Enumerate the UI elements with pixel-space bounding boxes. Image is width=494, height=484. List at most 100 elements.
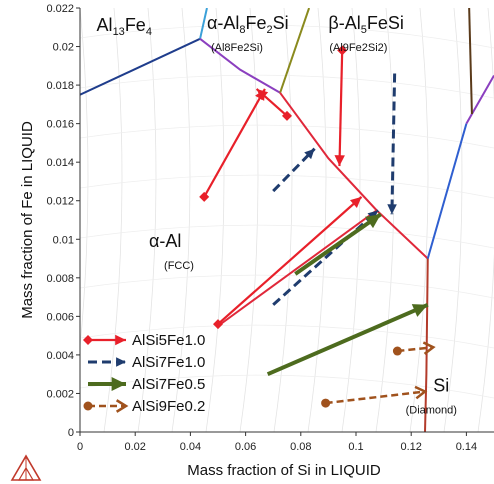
phase-label-note: (FCC) — [164, 260, 194, 272]
isopleth-line — [80, 374, 494, 399]
phase-label-part: FeSi — [367, 13, 404, 33]
phase-boundary — [80, 37, 201, 96]
path-line — [294, 212, 382, 276]
isopleth-line — [137, 8, 157, 432]
phase-label-part: Al — [97, 15, 113, 35]
path-line — [325, 390, 426, 405]
isopleth-line — [205, 8, 225, 432]
phase-label-part: Fe — [125, 15, 146, 35]
phase-label-subscript: 2 — [267, 24, 273, 36]
phase-label-note: (Al9Fe2Si2) — [329, 42, 387, 54]
phase-boundary — [426, 123, 468, 259]
path-arrowhead — [111, 377, 126, 391]
path-arrowhead — [304, 148, 315, 160]
phase-boundary — [199, 38, 281, 94]
path-arrowhead — [422, 341, 436, 355]
path-arrowhead — [411, 304, 428, 317]
isopleth-line — [171, 8, 191, 432]
isopleth-line — [409, 8, 429, 432]
path-arrowhead — [365, 214, 381, 229]
x-tick-label: 0.02 — [124, 441, 145, 453]
y-tick-label: 0.02 — [53, 42, 74, 54]
path-arrowhead — [367, 210, 379, 221]
y-tick-label: 0.018 — [46, 80, 74, 92]
path-arrowhead — [256, 88, 269, 101]
x-tick-label: 0.1 — [348, 441, 363, 453]
phase-boundaries — [80, 8, 494, 432]
path-line — [266, 302, 429, 377]
path-arrowhead — [115, 399, 129, 413]
x-tick-label: 0.08 — [290, 441, 311, 453]
path-line — [397, 345, 434, 353]
legend-label: AlSi7Fe1.0 — [132, 354, 205, 371]
isopleth-line — [80, 8, 89, 352]
phase-label-note: (Diamond) — [406, 405, 457, 417]
thermo-calc-logo — [10, 454, 42, 481]
phase-label-part: α-Al — [207, 13, 239, 33]
phase-boundary — [279, 92, 429, 260]
axes: 0 0.02 0.04 0.06 0.08 0.1 0.12 0.14 0 0.002 0.004 0… — [46, 3, 494, 453]
isopleth-line — [273, 8, 293, 432]
series-alsi7fe0-5 — [266, 212, 429, 377]
path-arrowhead — [387, 204, 397, 215]
phase-label-part: Si — [433, 376, 449, 396]
phase-labels: Al13Fe4 α-Al8Fe2Si(Al8Fe2Si)β-Al5FeSi(Al9… — [97, 13, 457, 416]
phase-label: β-Al5FeSi — [328, 13, 404, 36]
x-tick-label: 0.04 — [180, 441, 201, 453]
y-tick-label: 0.012 — [46, 196, 74, 208]
phase-label-part: Fe — [245, 13, 266, 33]
phase-boundary — [424, 258, 429, 432]
phase-boundary — [465, 74, 494, 125]
path-arrowhead — [349, 196, 362, 208]
y-tick-label: 0.022 — [46, 3, 74, 15]
phase-label-part: Si — [273, 13, 289, 33]
isopleth-line — [80, 24, 494, 49]
phase-label: Al13Fe4 — [97, 15, 152, 38]
path-line — [338, 50, 344, 167]
path-arrowhead — [334, 155, 345, 167]
phase-label: Si — [433, 376, 449, 396]
x-tick-label: 0.12 — [400, 441, 421, 453]
phase-label-subscript: 13 — [113, 26, 125, 38]
path-start-diamond — [83, 335, 93, 345]
y-tick-label: 0.008 — [46, 273, 74, 285]
series-alsi9fe0-2 — [321, 341, 436, 408]
path-arrowhead — [414, 385, 428, 400]
isopleth-line — [80, 124, 494, 149]
x-tick-label: 0.14 — [456, 441, 477, 453]
phase-label-note: (Al8Fe2Si) — [211, 42, 263, 54]
isopleth-line — [103, 8, 123, 432]
phase-label-subscript: 8 — [239, 24, 245, 36]
isopleth-line — [375, 8, 395, 432]
y-tick-label: 0.004 — [46, 350, 74, 362]
legend-label: AlSi5Fe1.0 — [132, 332, 205, 349]
y-tick-label: 0 — [68, 427, 74, 439]
legend-item: AlSi5Fe1.0 — [83, 332, 205, 349]
y-tick-label: 0.01 — [53, 234, 74, 246]
y-tick-label: 0.016 — [46, 119, 74, 131]
legend: AlSi5Fe1.0 AlSi7Fe1.0 AlSi7Fe0.5 AlSi9Fe0.2 — [83, 332, 205, 415]
phase-boundary — [199, 8, 208, 40]
path-start-diamond — [199, 191, 210, 202]
phase-boundary — [217, 209, 378, 327]
isopleth-line — [80, 324, 494, 349]
phase-label-subscript: 4 — [146, 26, 152, 38]
series-alsi5fe1-0 — [199, 45, 363, 330]
y-tick-label: 0.014 — [46, 157, 74, 169]
isopleth-line — [443, 8, 463, 432]
path-start-diamond — [337, 45, 348, 56]
y-axis-title: Mass fraction of Fe in LIQUID — [19, 121, 36, 319]
legend-label: AlSi9Fe0.2 — [132, 398, 205, 415]
phase-boundary — [279, 8, 311, 94]
x-tick-label: 0.06 — [235, 441, 256, 453]
legend-label: AlSi7Fe0.5 — [132, 376, 205, 393]
path-line — [203, 88, 266, 198]
phase-label-part: β-Al — [328, 13, 360, 33]
path-start-diamond — [282, 110, 292, 121]
path-arrowhead — [116, 357, 126, 367]
phase-label-subscript: 5 — [361, 24, 367, 36]
isopleth-line — [341, 8, 361, 432]
solidification-paths — [199, 45, 436, 408]
y-tick-label: 0.002 — [46, 388, 74, 400]
